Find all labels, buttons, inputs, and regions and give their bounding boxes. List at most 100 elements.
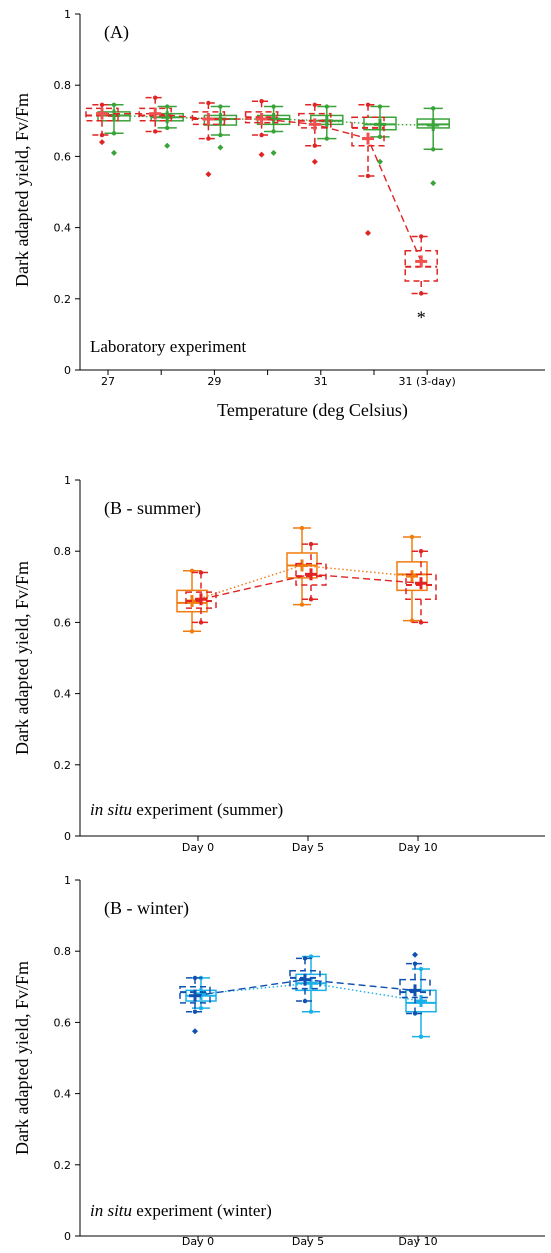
y-tick-label: 0.8 [54,79,72,92]
whisker-point [412,961,418,966]
whisker-point [271,104,276,109]
series-mean-line [200,982,422,1002]
whisker-point [419,291,424,296]
whisker-point [299,602,305,607]
x-tick-label: Day 5 [292,1235,324,1248]
whisker-point [302,998,308,1004]
whisker-point [418,549,424,554]
y-tick-label: 0.6 [54,150,72,163]
whisker-point [308,597,314,602]
experiment-annotation: in situ experiment (summer) [90,800,283,819]
whisker-point [271,129,276,134]
annotation-italic: in situ [90,800,132,819]
outlier-point [365,229,371,236]
whisker-point [377,104,383,109]
outlier-point [377,158,383,165]
series-mean-line [191,564,413,602]
box-plot [363,104,397,165]
box-iqr [179,986,211,1004]
whisker-point [431,106,436,111]
whisker-point [153,95,158,100]
x-tick-label: Day 5 [292,841,324,854]
box-plot [85,102,119,146]
box-plot [405,966,437,1039]
x-tick-label: 29 [207,375,221,388]
x-tick-label: 27 [101,375,115,388]
significance-asterisk: * [417,308,426,328]
outlier-point [270,149,277,156]
chart-panel-0: 0 0.2 0.4 0.6 0.8 1 Dark adapted yield, Fv/Fm (… [12,8,545,421]
y-tick-label: 1 [64,474,71,487]
whisker-point [218,132,223,138]
box-plot [138,95,172,134]
outlier-point [164,142,171,149]
y-tick-label: 0.6 [54,1016,72,1029]
panel-label: (B - winter) [104,898,189,919]
box-iqr [405,573,437,601]
whisker-point [198,620,204,625]
box-iqr [351,116,385,147]
box-plot [404,234,438,296]
outlier-point [99,139,105,146]
y-tick-label: 0 [64,1230,71,1243]
whisker-point [409,534,415,540]
y-tick-label: 0.8 [54,945,72,958]
box-plot [179,975,211,1035]
whisker-point [418,966,424,972]
whisker-point [312,102,317,107]
box-plot [185,570,217,625]
whisker-point [192,1009,198,1014]
annotation-text: experiment (winter) [132,1201,272,1220]
panel-label: (A) [104,22,129,43]
outlier-point [258,151,265,158]
whisker-point [431,147,436,152]
experiment-annotation: Laboratory experiment [90,337,247,356]
whisker-point [99,102,105,107]
whisker-point [259,132,264,138]
whisker-point [198,1005,204,1011]
chart-panel-2: 0 0.2 0.4 0.6 0.8 1 Dark adapted yield, Fv/Fm (… [12,874,545,1248]
x-tick-label: Day 10 [398,1235,437,1248]
whisker-point [418,1034,424,1039]
y-axis-label: Dark adapted yield, Fv/Fm [12,93,32,287]
whisker-point [365,173,371,179]
y-tick-label: 0.4 [54,222,72,235]
box-plot [289,956,321,1004]
box-plot [256,104,291,156]
y-tick-label: 1 [64,8,71,21]
whisker-point [111,131,117,136]
annotation-italic: in situ [90,1201,132,1220]
box-plot [298,102,332,165]
experiment-annotation: in situ experiment (winter) [90,1201,272,1220]
box-plot [295,954,327,1014]
whisker-point [165,104,170,109]
y-tick-label: 0.4 [54,688,72,701]
whisker-point [412,1011,418,1016]
box-iqr [396,561,428,592]
chart-panel-1: 0 0.2 0.4 0.6 0.8 1 Dark adapted yield, Fv/Fm (… [12,474,545,854]
whisker-point [365,102,371,107]
annotation-text: Laboratory experiment [90,337,247,356]
whisker-point [111,102,117,107]
y-axis-label: Dark adapted yield, Fv/Fm [12,561,32,755]
x-axis-label: Temperature (deg Celsius) [217,400,408,421]
box-iqr [399,978,431,999]
box-plot [244,99,279,158]
outlier-point [430,180,437,187]
box-iqr [289,970,321,990]
whisker-point [312,143,317,148]
x-tick-label: 31 (3-day) [399,375,456,388]
whisker-point [206,136,211,141]
whisker-point [189,629,195,634]
y-axis-label: Dark adapted yield, Fv/Fm [12,961,32,1155]
y-tick-label: 1 [64,874,71,887]
outlier-point [111,149,117,156]
y-tick-label: 0.4 [54,1088,72,1101]
x-tick-label: 31 [314,375,328,388]
y-tick-label: 0.8 [54,545,72,558]
whisker-point [218,104,223,109]
whisker-point [165,125,170,131]
y-tick-label: 0.2 [54,1159,72,1172]
box-plot [295,541,327,602]
x-tick-label: Day 0 [182,841,214,854]
